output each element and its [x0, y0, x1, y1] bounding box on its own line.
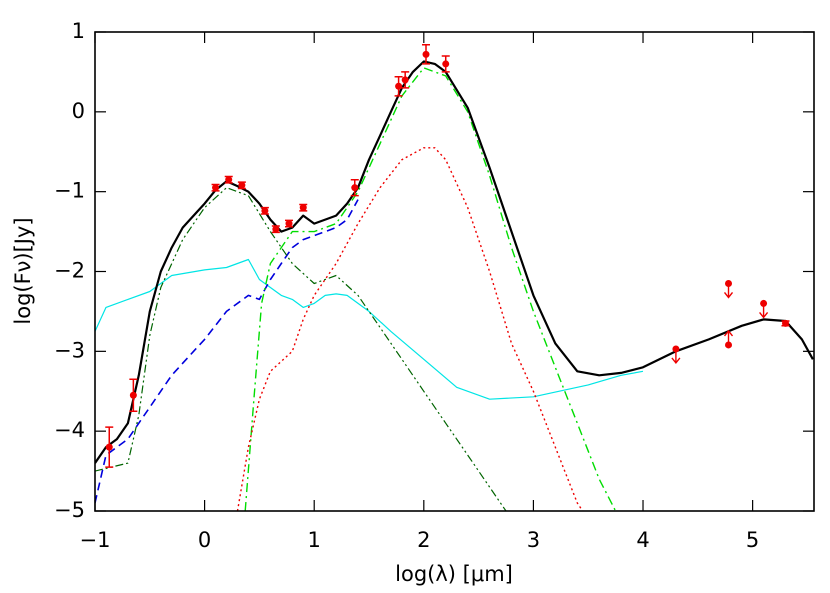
x-tick-label: 3 — [527, 528, 540, 552]
data-point — [299, 204, 307, 212]
data-point — [212, 184, 220, 192]
upper-limit-arrow — [723, 283, 734, 299]
y-tick-label: 0 — [72, 99, 85, 123]
x-tick-label: 1 — [308, 528, 321, 552]
data-point — [261, 207, 269, 215]
data-point — [129, 391, 137, 399]
y-axis-label: log(Fν)[Jy] — [11, 217, 35, 324]
x-tick-label: 4 — [636, 528, 649, 552]
data-point — [422, 50, 430, 58]
y-tick-label: −4 — [54, 418, 85, 442]
data-point — [225, 176, 233, 184]
sed-curve — [95, 60, 814, 464]
x-tick-label: 0 — [198, 528, 211, 552]
data-point — [442, 60, 450, 68]
sed-curve — [95, 258, 644, 400]
y-tick-label: −5 — [54, 498, 85, 522]
data-point — [782, 319, 790, 327]
sed-curve — [236, 147, 584, 511]
x-tick-label: 5 — [746, 528, 759, 552]
y-tick-label: 1 — [72, 19, 85, 43]
axes-frame — [94, 31, 815, 512]
data-point — [395, 82, 403, 90]
data-point — [238, 181, 246, 189]
plot-area — [95, 44, 814, 511]
y-tick-label: −1 — [54, 179, 85, 203]
sed-curve — [244, 67, 617, 511]
lower-limit-arrow — [723, 329, 734, 345]
data-point — [105, 443, 113, 451]
y-tick-label: −2 — [54, 259, 85, 283]
data-point — [285, 220, 293, 228]
sed-curve — [95, 199, 359, 504]
x-tick-label: 2 — [417, 528, 430, 552]
upper-limit-arrow — [671, 348, 681, 365]
x-axis-label: log(λ) [μm] — [395, 562, 513, 586]
sed-curve — [95, 187, 507, 511]
x-tick-label: −1 — [80, 528, 111, 552]
y-tick-label: −3 — [54, 338, 85, 362]
data-point — [401, 76, 409, 84]
data-point — [272, 225, 280, 233]
data-point — [351, 184, 359, 192]
upper-limit-arrow — [759, 303, 769, 319]
